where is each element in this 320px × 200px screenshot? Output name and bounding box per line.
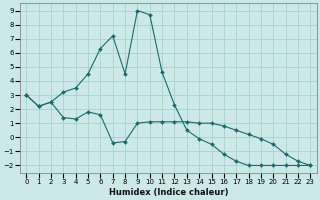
X-axis label: Humidex (Indice chaleur): Humidex (Indice chaleur) bbox=[108, 188, 228, 197]
